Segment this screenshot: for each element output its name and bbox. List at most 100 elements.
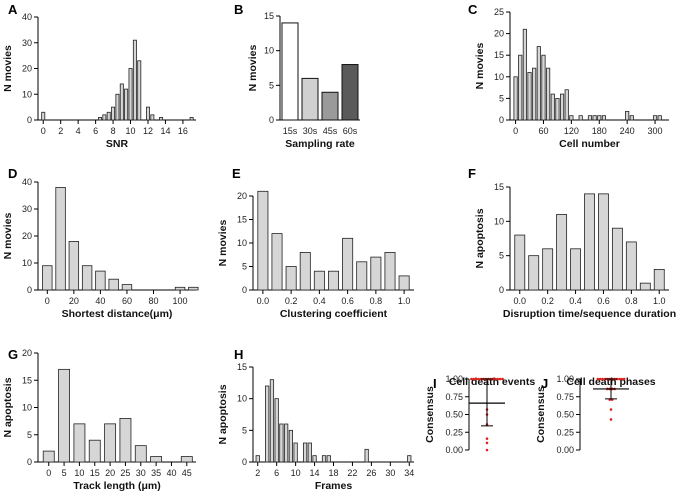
histogram-bar [569, 115, 574, 121]
y-tick-label: 0 [27, 115, 32, 125]
histogram-bar [299, 251, 311, 291]
panel-label: B [234, 2, 243, 17]
histogram-bar [274, 398, 279, 463]
x-tick-label: 6 [93, 126, 98, 136]
x-tick-label: 26 [366, 468, 376, 478]
histogram-bar [95, 270, 106, 291]
x-tick-label: 45 [182, 468, 192, 478]
x-tick-label: 14 [160, 126, 170, 136]
x-tick-label: 0 [513, 126, 518, 136]
x-tick-label: 0.4 [569, 296, 582, 306]
histogram-bar [629, 115, 634, 121]
histogram-bar [150, 114, 155, 121]
histogram-bar [88, 439, 101, 463]
histogram-bar [587, 115, 593, 121]
x-axis-label: Clustering coefficient [280, 308, 388, 320]
panel-label: D [8, 166, 17, 181]
x-tick-label: 18 [328, 468, 338, 478]
x-tick-label: 120 [564, 126, 579, 136]
x-category-label: 30s [303, 126, 318, 136]
data-point [596, 377, 600, 381]
y-tick-label: 0.25 [556, 427, 574, 437]
histogram-bar [307, 442, 312, 463]
x-tick-label: 1.0 [398, 296, 411, 306]
histogram-bar [42, 265, 53, 291]
histogram-bar [302, 442, 308, 463]
y-tick-label: 0.50 [556, 410, 574, 420]
x-tick-label: 1.0 [653, 296, 666, 306]
y-tick-label: 0.75 [556, 392, 574, 402]
y-axis-label: N apoptosis [474, 208, 486, 268]
histogram-bar [98, 117, 102, 121]
histogram-bar [384, 251, 396, 291]
histogram-bar [556, 214, 568, 291]
x-tick-label: 5 [62, 468, 67, 478]
histogram-bar [102, 114, 107, 121]
x-tick-label: 0 [45, 296, 50, 306]
y-tick-label: 10 [22, 258, 32, 268]
histogram-bar [271, 233, 283, 291]
x-tick-label: 10 [74, 468, 84, 478]
data-point [609, 418, 613, 421]
data-point [501, 377, 504, 381]
y-tick-label: 10 [494, 216, 504, 226]
data-point [496, 377, 500, 381]
y-tick-label: 15 [22, 375, 32, 385]
histogram-bar [328, 270, 339, 291]
y-axis-label: N movies [2, 212, 14, 259]
histogram-bar [639, 282, 651, 291]
x-tick-label: 4 [76, 126, 81, 136]
histogram-bar [546, 67, 551, 121]
x-tick-label: 12 [143, 126, 153, 136]
x-tick-label: 10 [291, 468, 301, 478]
histogram-bar [257, 190, 269, 291]
data-point [485, 441, 489, 445]
data-point [498, 377, 502, 381]
histogram-bar [522, 28, 527, 121]
histogram-bar [255, 455, 260, 463]
y-tick-label: 0 [499, 115, 504, 125]
bar-30s [301, 77, 319, 121]
x-tick-label: 0.6 [341, 296, 354, 306]
data-point [477, 377, 480, 381]
y-tick-label: 0.00 [556, 445, 574, 455]
histogram-bar [150, 456, 163, 463]
histogram-bar [42, 450, 55, 463]
histogram-bar [312, 455, 317, 463]
y-tick-label: 15 [494, 182, 504, 192]
y-tick-label: 5 [499, 251, 504, 261]
y-tick-label: 0.75 [445, 392, 463, 402]
x-tick-label: 0.0 [257, 296, 270, 306]
x-tick-label: 20 [105, 468, 115, 478]
histogram-bar [518, 54, 523, 121]
histogram-bar [285, 266, 297, 291]
x-tick-label: 35 [151, 468, 161, 478]
y-tick-label: 5 [499, 93, 504, 103]
histogram-bar [555, 98, 560, 121]
x-tick-label: 80 [149, 296, 159, 306]
x-tick-label: 15 [90, 468, 100, 478]
x-tick-label: 0.4 [313, 296, 326, 306]
x-axis-label: Track length (μm) [73, 480, 161, 492]
histogram-bar [570, 248, 581, 291]
data-point [609, 408, 613, 411]
y-tick-label: 5 [269, 80, 274, 90]
y-tick-label: 0.25 [445, 427, 463, 437]
y-tick-label: 20 [22, 64, 32, 74]
y-tick-label: 0.50 [445, 410, 463, 420]
x-tick-label: 8 [111, 126, 116, 136]
x-tick-label: 25 [120, 468, 130, 478]
histogram-bar [137, 60, 142, 121]
y-axis-label: N movies [217, 219, 229, 266]
y-axis-label: N movies [2, 45, 14, 92]
histogram-bar [653, 268, 665, 291]
y-tick-label: 10 [237, 238, 247, 248]
y-tick-label: 40 [22, 177, 32, 187]
y-tick-label: 0 [269, 115, 274, 125]
panel-label: F [468, 166, 476, 181]
bar-45s [321, 91, 339, 121]
data-point [618, 377, 621, 381]
x-tick-label: 100 [173, 296, 188, 306]
x-tick-label: 0.8 [370, 296, 383, 306]
histogram-bar [597, 115, 602, 121]
